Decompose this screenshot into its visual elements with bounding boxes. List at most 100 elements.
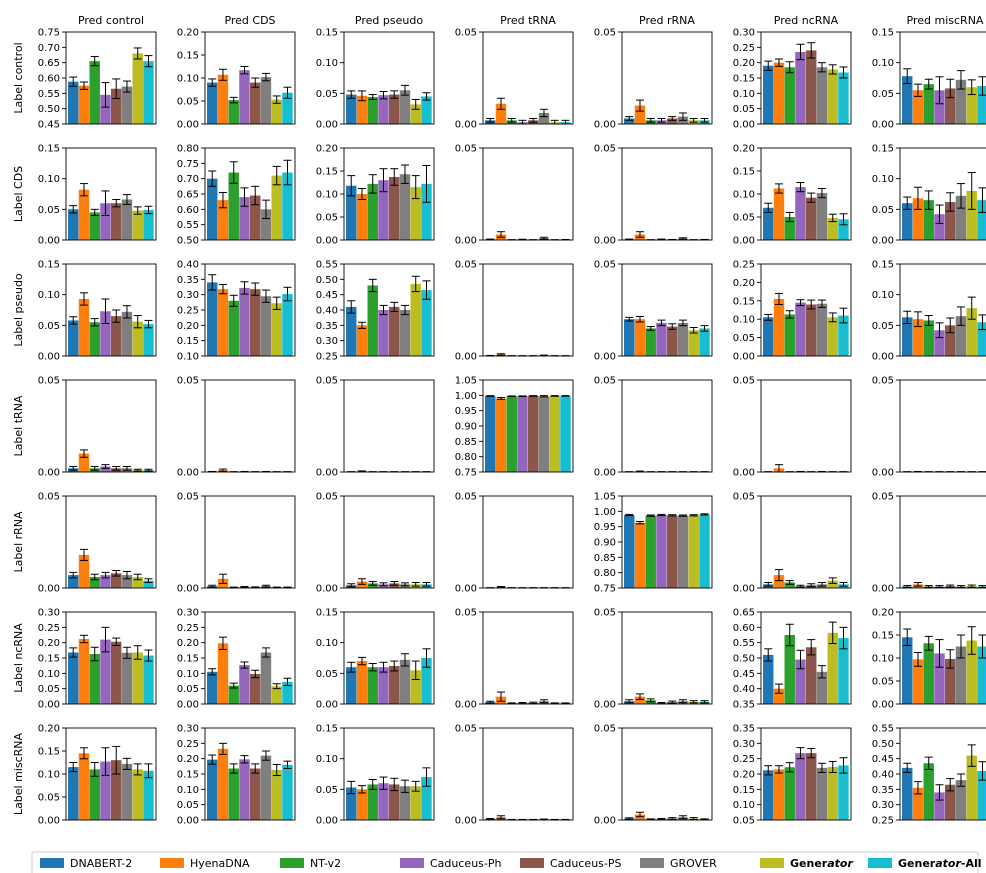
y-tick-label: 0.30 <box>177 290 199 301</box>
y-tick-label: 0.50 <box>177 236 199 247</box>
y-tick-label: 0.10 <box>316 58 338 69</box>
bar <box>100 94 111 124</box>
bar <box>399 310 411 356</box>
y-tick-label: 0.05 <box>38 321 60 332</box>
bar <box>121 86 133 124</box>
bar <box>421 658 432 704</box>
y-tick-label: 0.00 <box>872 236 894 247</box>
y-tick-label: 0.00 <box>455 700 477 711</box>
panel-6-4: 0.00 0.05 <box>594 724 713 827</box>
y-tick-label: 0.35 <box>316 321 338 332</box>
bar <box>389 94 400 124</box>
legend-box <box>31 851 979 873</box>
panel-3-4: 0.00 0.05 <box>594 376 713 479</box>
axes-frame <box>899 379 986 473</box>
y-tick-label: 0.15 <box>316 167 338 178</box>
bar <box>68 320 79 356</box>
bar <box>399 174 411 240</box>
bar <box>271 99 282 124</box>
bar <box>111 573 122 588</box>
y-tick-label: 0.20 <box>38 638 60 649</box>
y-tick-label: 0.40 <box>872 770 894 781</box>
y-tick-label: 0.45 <box>316 290 338 301</box>
panel-4-2: 0.00 0.05 <box>316 492 435 595</box>
bar <box>367 97 378 124</box>
y-tick-label: 0.15 <box>733 167 755 178</box>
bar <box>902 203 913 240</box>
bar <box>945 658 956 704</box>
bar <box>634 696 646 704</box>
legend-entry-label: GROVER <box>670 857 717 870</box>
bar <box>528 395 539 472</box>
panel-0-2: 0.00 0.05 0.10 0.15 <box>316 28 435 131</box>
bar <box>250 673 261 704</box>
bar <box>773 769 785 820</box>
panel-1-5: 0.00 0.05 0.10 0.15 0.20 <box>733 144 852 247</box>
panel-5-3: 0.00 0.05 <box>455 608 574 711</box>
bar <box>356 95 368 124</box>
legend-entry-label: Caduceus-Ph <box>430 857 501 870</box>
bar <box>68 575 79 588</box>
y-tick-label: 0.05 <box>872 376 894 387</box>
bar <box>955 195 967 240</box>
bar <box>977 770 986 820</box>
y-tick-label: 0.30 <box>733 28 755 39</box>
bar <box>485 395 496 472</box>
y-tick-label: 0.15 <box>733 296 755 307</box>
y-tick-label: 0.15 <box>316 724 338 735</box>
bar <box>378 310 389 356</box>
bar <box>346 94 357 124</box>
axes-frame <box>482 495 574 589</box>
y-tick-label: 0.00 <box>594 236 616 247</box>
panel-4-1: 0.00 0.05 <box>177 492 296 595</box>
bar <box>784 67 795 124</box>
row-label: Label ncRNA <box>12 623 25 693</box>
y-tick-label: 0.10 <box>733 800 755 811</box>
axes-frame <box>482 263 574 357</box>
y-tick-label: 0.00 <box>455 816 477 827</box>
panel-6-1: 0.00 0.05 0.10 0.15 0.20 0.25 0.30 <box>177 724 296 827</box>
axes-frame <box>621 31 713 125</box>
y-tick-label: 0.40 <box>316 306 338 317</box>
legend-entry-label: HyenaDNA <box>190 857 250 870</box>
panel-3-6: 0.00 0.05 <box>872 376 986 479</box>
col-title: Pred ncRNA <box>774 14 839 27</box>
y-tick-label: 0.20 <box>733 770 755 781</box>
bar <box>207 671 218 704</box>
panel-2-5: 0.00 0.05 0.10 0.15 0.20 0.25 <box>733 260 852 363</box>
bar <box>763 317 774 356</box>
y-tick-label: 0.70 <box>38 43 60 54</box>
y-tick-label: 0.30 <box>872 800 894 811</box>
bar <box>421 96 432 124</box>
y-tick-label: 0.05 <box>733 492 755 503</box>
bar <box>977 200 986 240</box>
y-tick-label: 0.00 <box>316 700 338 711</box>
panel-3-5: 0.00 0.05 <box>733 376 852 479</box>
bar <box>346 787 357 820</box>
bar <box>955 79 967 124</box>
y-tick-label: 0.20 <box>177 754 199 765</box>
y-tick-label: 0.75 <box>455 468 477 479</box>
bar <box>228 768 239 820</box>
panel-4-6: 0.00 0.05 <box>872 492 986 595</box>
y-tick-label: 0.50 <box>38 104 60 115</box>
axes-frame <box>343 611 435 705</box>
bar <box>111 316 122 356</box>
bar <box>688 330 699 356</box>
y-tick-label: 0.05 <box>177 800 199 811</box>
y-tick-label: 0.15 <box>38 747 60 758</box>
legend-label-suffix: -All <box>961 857 982 870</box>
y-tick-label: 0.60 <box>177 205 199 216</box>
col-title: Pred control <box>78 14 144 27</box>
y-tick-label: 0.00 <box>594 816 616 827</box>
y-tick-label: 0.05 <box>316 785 338 796</box>
y-tick-label: 0.80 <box>177 144 199 155</box>
bar <box>217 748 229 820</box>
legend-swatch <box>760 858 784 868</box>
legend: DNABERT-2 HyenaDNA NT-v2 Caduceus-Ph Caduceu… <box>31 851 982 873</box>
y-tick-label: 0.05 <box>872 492 894 503</box>
bar <box>773 188 785 240</box>
bar <box>816 193 828 240</box>
panel-3-2: 0.00 0.05 <box>316 376 435 479</box>
y-tick-label: 0.75 <box>594 584 616 595</box>
